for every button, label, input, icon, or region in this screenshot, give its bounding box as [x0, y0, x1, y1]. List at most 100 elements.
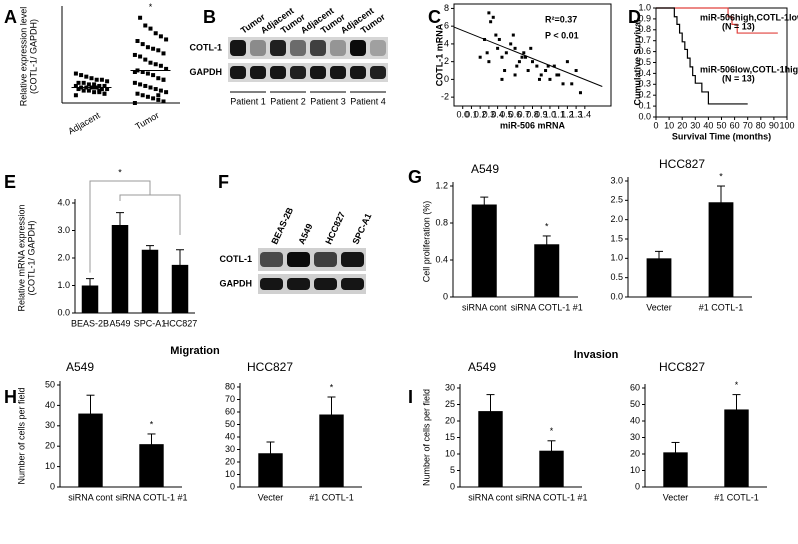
y-tick-label: 5	[450, 465, 455, 475]
y-axis-label: Relative expression level	[18, 7, 28, 107]
dot	[79, 73, 84, 78]
y-tick-label: 0.2	[638, 90, 651, 100]
y-tick-label: 0.8	[638, 24, 651, 34]
point	[517, 60, 521, 64]
point	[511, 33, 515, 37]
y-tick-label: 0.6	[638, 46, 651, 56]
annotation: P < 0.01	[545, 30, 579, 40]
y-tick-label: 30	[45, 420, 55, 430]
x-tick-label: 0.5	[500, 109, 513, 119]
blot-band	[290, 66, 306, 79]
dot	[153, 87, 158, 92]
y-tick-label: 80	[225, 381, 235, 391]
y-tick-label: 20	[445, 415, 455, 425]
x-tick-label: 0.6	[509, 109, 522, 119]
dot	[94, 77, 99, 82]
point	[496, 46, 500, 50]
point	[500, 77, 504, 81]
dot	[81, 80, 86, 85]
annotation: *	[545, 221, 549, 231]
blot-band	[350, 66, 366, 79]
y-tick-label: 1.0	[638, 2, 651, 12]
x-axis-label: Survival Time (months)	[672, 131, 771, 141]
y-tick-label: 0.0	[638, 111, 651, 121]
x-tick-label: siRNA COTL-1 #1	[511, 302, 583, 312]
bar	[141, 249, 159, 313]
x-tick-label: BEAS-2B	[71, 318, 109, 328]
y-axis-label: Relative mRNA expression	[16, 204, 26, 311]
blot-band	[290, 40, 306, 56]
blot-band	[230, 66, 246, 79]
dot	[73, 93, 78, 98]
y-tick-label: 50	[225, 419, 235, 429]
dot	[132, 101, 137, 105]
y-tick-label: -2	[441, 92, 449, 102]
panel-letter: B	[203, 7, 216, 27]
y-tick-label: 50	[630, 399, 640, 409]
y-tick-label: 10	[445, 448, 455, 458]
dot	[92, 90, 97, 95]
dot	[143, 23, 148, 28]
dot	[143, 57, 148, 62]
y-tick-label: 0.0	[57, 307, 70, 317]
section-heading: Migration	[170, 345, 220, 357]
blot-band	[370, 66, 386, 79]
row-label: GAPDH	[219, 278, 252, 288]
y-tick-label: 1.5	[610, 233, 623, 243]
blot-band	[270, 40, 286, 56]
x-tick-label: 0.3	[483, 109, 496, 119]
point	[485, 51, 489, 55]
dot	[145, 71, 150, 76]
y-tick-label: 70	[225, 394, 235, 404]
chart-title: A549	[66, 360, 94, 374]
blot-band	[330, 66, 346, 79]
point	[522, 51, 526, 55]
dot	[153, 31, 158, 36]
dot	[135, 91, 140, 96]
point	[524, 55, 528, 59]
x-tick-label: HCC827	[163, 318, 198, 328]
dot	[156, 48, 161, 53]
dot	[84, 74, 89, 79]
legend-label: miR-506high,COTL-1low	[700, 12, 798, 22]
dot	[158, 63, 163, 68]
dot	[86, 82, 91, 87]
bar	[534, 244, 560, 297]
annotation: *	[550, 426, 554, 436]
y-tick-label: 2	[444, 56, 449, 66]
y-tick-label: 0	[635, 481, 640, 491]
y-tick-label: 0.5	[638, 57, 651, 67]
x-tick-label: 60	[730, 120, 740, 130]
y-tick-label: 2.5	[610, 195, 623, 205]
dot	[158, 34, 163, 39]
point	[544, 69, 548, 73]
dot	[76, 87, 81, 92]
panel-letter: C	[428, 7, 441, 27]
chart-title: A549	[468, 360, 496, 374]
dot	[105, 87, 110, 92]
point	[548, 77, 552, 81]
y-tick-label: 15	[445, 432, 455, 442]
x-tick-label: 1.2	[561, 109, 574, 119]
panel-letter: H	[4, 387, 17, 407]
panel-letter: G	[408, 167, 422, 187]
x-tick-label: 0.0	[456, 109, 469, 119]
bar	[471, 204, 497, 297]
x-tick-label: SPC-A1	[134, 318, 167, 328]
blot-row	[258, 248, 366, 271]
y-tick-label: 3.0	[610, 175, 623, 185]
bar	[81, 285, 99, 313]
blot-band	[330, 40, 346, 56]
dot	[97, 88, 102, 93]
y-tick-label: 20	[45, 441, 55, 451]
y-tick-label: 4.0	[57, 197, 70, 207]
lane-label: A549	[296, 222, 314, 246]
row-label: COTL-1	[190, 42, 223, 52]
y-tick-label: 0.4	[435, 254, 448, 264]
y-tick-label: 20	[630, 448, 640, 458]
survival-curve	[656, 7, 778, 34]
y-tick-label: 3.0	[57, 225, 70, 235]
dot	[151, 96, 156, 101]
y-tick-label: 1.0	[57, 280, 70, 290]
lane-label: HCC827	[323, 210, 347, 246]
